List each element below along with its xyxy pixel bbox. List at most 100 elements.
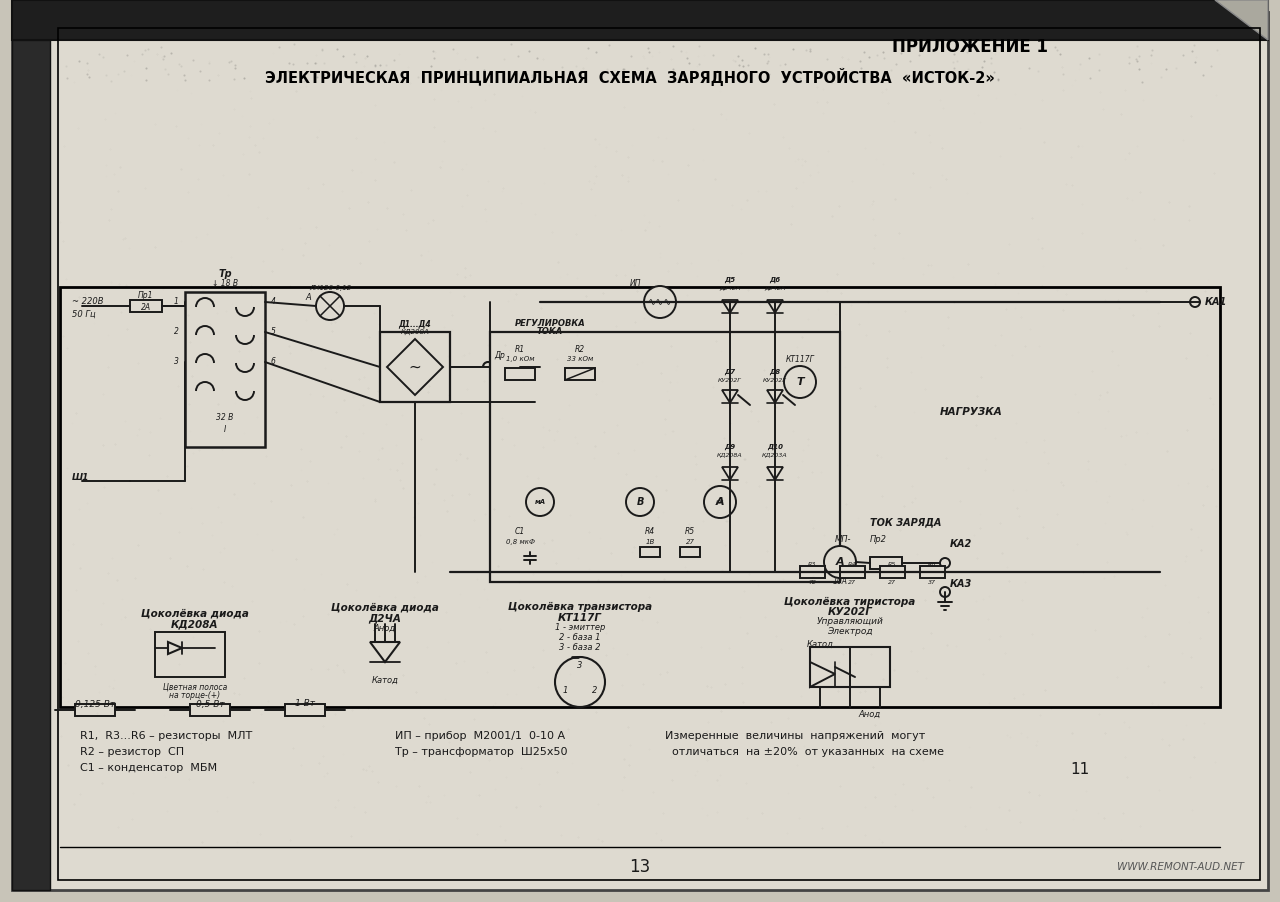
Bar xyxy=(131,300,163,312)
Text: Пр2: Пр2 xyxy=(870,536,887,545)
Text: 2А: 2А xyxy=(141,302,151,311)
Text: мА: мА xyxy=(535,499,545,505)
Bar xyxy=(12,0,1268,40)
Text: НАГРУЗКА: НАГРУЗКА xyxy=(940,407,1002,417)
Bar xyxy=(490,332,840,582)
Circle shape xyxy=(556,657,605,707)
Text: Цоколёвка тиристора: Цоколёвка тиристора xyxy=(785,597,915,607)
Text: КД208А: КД208А xyxy=(717,453,742,457)
Text: 4: 4 xyxy=(271,298,276,307)
Text: 3: 3 xyxy=(174,357,179,366)
Circle shape xyxy=(940,558,950,568)
Text: Д10: Д10 xyxy=(767,444,783,450)
Text: R6: R6 xyxy=(928,562,936,566)
Bar xyxy=(640,547,660,557)
Text: Измеренные  величины  напряжений  могут: Измеренные величины напряжений могут xyxy=(666,731,925,741)
Text: КД203А: КД203А xyxy=(762,453,787,457)
Circle shape xyxy=(704,486,736,518)
Text: 72: 72 xyxy=(808,579,817,584)
Bar xyxy=(76,704,115,716)
Text: Тр – трансформатор  Ш25х50: Тр – трансформатор Ш25х50 xyxy=(396,747,567,757)
Text: Д6: Д6 xyxy=(769,277,781,283)
Text: Д242А: Д242А xyxy=(719,286,741,290)
Text: ~ 220В: ~ 220В xyxy=(72,298,104,307)
Text: Д7: Д7 xyxy=(724,369,736,375)
Text: на торце-(+): на торце-(+) xyxy=(169,691,220,699)
Text: 27: 27 xyxy=(888,579,896,584)
Text: 27: 27 xyxy=(849,579,856,584)
Text: 0,5 Вт: 0,5 Вт xyxy=(196,699,224,708)
Text: В: В xyxy=(636,497,644,507)
Text: Д5: Д5 xyxy=(724,277,736,283)
Text: 37: 37 xyxy=(928,579,936,584)
Text: R5: R5 xyxy=(685,528,695,537)
Text: ∿∿∿: ∿∿∿ xyxy=(648,297,672,307)
Text: отличаться  на ±20%  от указанных  на схеме: отличаться на ±20% от указанных на схеме xyxy=(666,747,945,757)
Text: 1 Вт: 1 Вт xyxy=(294,699,315,708)
Text: МП-: МП- xyxy=(835,536,851,545)
Circle shape xyxy=(783,366,817,398)
Text: С1 – конденсатор  МБМ: С1 – конденсатор МБМ xyxy=(79,763,218,773)
Text: Электрод: Электрод xyxy=(827,628,873,637)
Text: R1,  R3...R6 – резисторы  МЛТ: R1, R3...R6 – резисторы МЛТ xyxy=(79,731,252,741)
Text: КД208А: КД208А xyxy=(172,619,219,629)
Text: C1: C1 xyxy=(515,528,525,537)
Bar xyxy=(155,632,225,677)
Bar xyxy=(189,704,230,716)
Bar xyxy=(506,368,535,380)
Text: 13: 13 xyxy=(630,858,650,876)
Text: А: А xyxy=(305,293,311,302)
Text: 5: 5 xyxy=(271,327,276,336)
Text: 10А: 10А xyxy=(832,577,847,586)
Text: КА3: КА3 xyxy=(950,579,973,589)
Bar xyxy=(12,40,50,890)
Text: 0,8 мкФ: 0,8 мкФ xyxy=(506,539,535,545)
Text: А: А xyxy=(836,557,845,567)
Text: I: I xyxy=(224,425,227,434)
Text: R1: R1 xyxy=(515,345,525,354)
Text: кк: кк xyxy=(716,499,724,505)
Circle shape xyxy=(644,286,676,318)
Text: КТ117Г: КТ117Г xyxy=(558,613,602,623)
Bar xyxy=(840,566,865,578)
Text: Цоколёвка диода: Цоколёвка диода xyxy=(141,609,248,619)
Text: 3: 3 xyxy=(577,660,582,669)
Text: Анод: Анод xyxy=(859,710,881,719)
Bar xyxy=(285,704,325,716)
Text: ~: ~ xyxy=(408,360,421,374)
Text: R3: R3 xyxy=(808,562,817,566)
Text: R2: R2 xyxy=(575,345,585,354)
Text: 1 - эмиттер: 1 - эмиттер xyxy=(554,623,605,632)
Circle shape xyxy=(316,292,344,320)
Text: R5: R5 xyxy=(888,562,896,566)
Circle shape xyxy=(824,546,856,578)
Text: Ш1: Ш1 xyxy=(72,473,90,482)
Text: Катод: Катод xyxy=(806,640,833,649)
Text: КТ117Г: КТ117Г xyxy=(786,355,814,364)
Text: ПРИЛОЖЕНИЕ 1: ПРИЛОЖЕНИЕ 1 xyxy=(892,38,1048,56)
Text: 11: 11 xyxy=(1070,762,1089,778)
Text: 1: 1 xyxy=(563,686,568,695)
Bar xyxy=(60,287,1220,707)
Text: КА2: КА2 xyxy=(950,539,973,549)
Text: Цоколёвка диода: Цоколёвка диода xyxy=(332,602,439,612)
Text: 2 - база 1: 2 - база 1 xyxy=(559,633,600,642)
Text: Анод: Анод xyxy=(374,623,396,632)
Bar xyxy=(186,292,265,447)
Text: 1,0 кОм: 1,0 кОм xyxy=(506,356,534,362)
Bar xyxy=(380,332,451,402)
Circle shape xyxy=(1190,297,1201,307)
Text: 3 - база 2: 3 - база 2 xyxy=(559,643,600,652)
Bar xyxy=(870,557,902,569)
Text: R2 – резистор  СП: R2 – резистор СП xyxy=(79,747,184,757)
Text: 2: 2 xyxy=(593,686,598,695)
Text: 33 кОм: 33 кОм xyxy=(567,356,593,362)
Bar xyxy=(920,566,945,578)
Text: 6: 6 xyxy=(271,357,276,366)
Text: Др: Др xyxy=(494,351,506,360)
Bar xyxy=(680,547,700,557)
Bar xyxy=(881,566,905,578)
Text: R4: R4 xyxy=(847,562,856,566)
Circle shape xyxy=(526,488,554,516)
Circle shape xyxy=(626,488,654,516)
